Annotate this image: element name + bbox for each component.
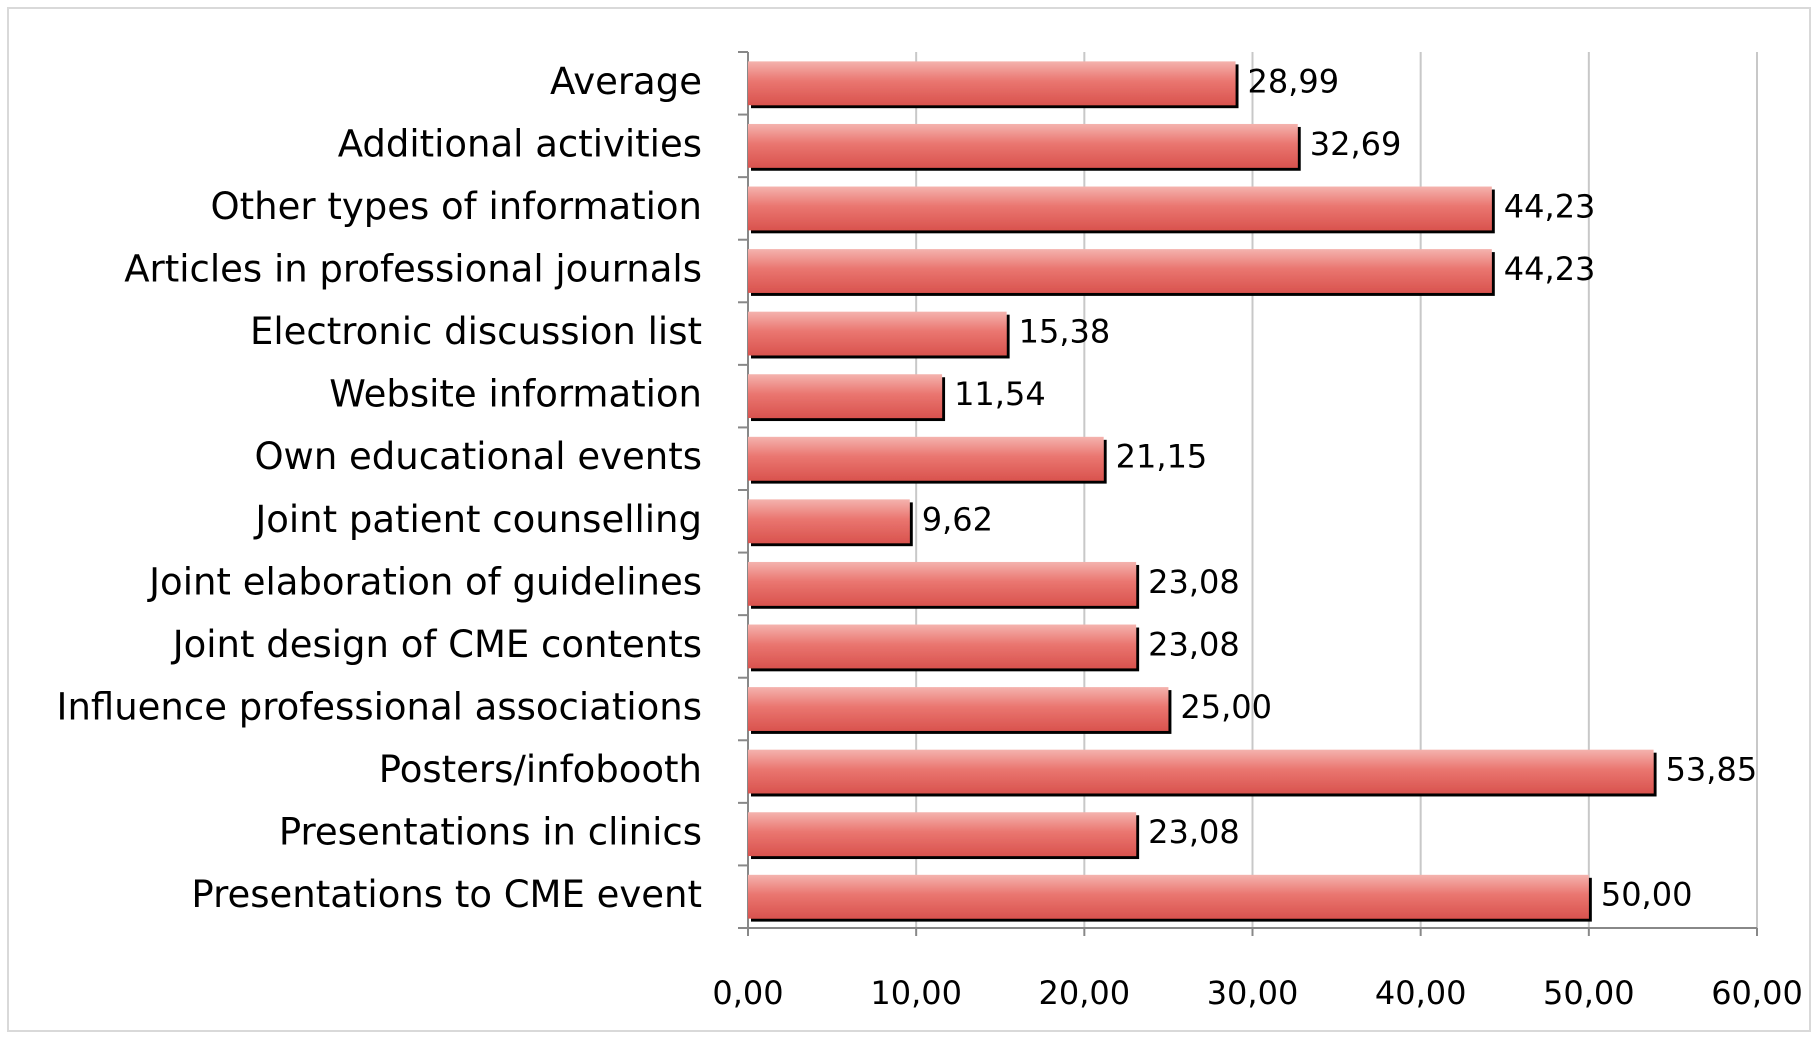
value-label: 44,23: [1504, 250, 1596, 288]
category-label: Own educational events: [254, 435, 702, 478]
category-label: Presentations to CME event: [191, 873, 702, 916]
x-tick-label: 10,00: [870, 974, 962, 1012]
category-label: Additional activities: [338, 122, 702, 165]
category-label: Electronic discussion list: [250, 310, 702, 353]
value-label: 23,08: [1148, 625, 1240, 663]
value-label: 11,54: [954, 375, 1046, 413]
x-tick-label: 60,00: [1711, 974, 1803, 1012]
bar: [748, 812, 1137, 857]
x-tick-label: 30,00: [1207, 974, 1299, 1012]
bar: [748, 311, 1007, 356]
category-label: Website information: [329, 373, 702, 416]
category-label: Joint patient counselling: [253, 498, 702, 541]
category-label: Influence professional associations: [57, 686, 702, 729]
value-label: 25,00: [1180, 688, 1272, 726]
chart-border: [7, 7, 1811, 1032]
x-tick-label: 20,00: [1039, 974, 1131, 1012]
category-label: Presentations in clinics: [279, 811, 702, 854]
value-label: 32,69: [1310, 125, 1402, 163]
value-label: 50,00: [1601, 876, 1693, 914]
bar: [748, 624, 1137, 669]
value-label: 44,23: [1504, 187, 1596, 225]
value-label: 23,08: [1148, 813, 1240, 851]
value-label: 9,62: [922, 500, 993, 538]
bar: [748, 123, 1298, 168]
x-tick-label: 40,00: [1375, 974, 1467, 1012]
value-label: 53,85: [1666, 751, 1758, 789]
bar: [748, 249, 1492, 293]
bar: [748, 186, 1492, 231]
category-label: Average: [550, 60, 702, 103]
value-label: 23,08: [1148, 563, 1240, 601]
bar: [748, 61, 1236, 106]
bar: [748, 436, 1104, 481]
x-tick-label: 50,00: [1543, 974, 1635, 1012]
category-label: Joint design of CME contents: [171, 623, 702, 666]
bar: [748, 749, 1654, 794]
category-label: Joint elaboration of guidelines: [147, 560, 702, 603]
value-label: 28,99: [1248, 62, 1340, 100]
category-label: Posters/infobooth: [379, 748, 702, 791]
value-label: 15,38: [1019, 313, 1111, 351]
category-label: Other types of information: [211, 185, 702, 228]
value-label: 21,15: [1116, 438, 1208, 476]
bar: [748, 687, 1169, 731]
x-tick-label: 0,00: [712, 974, 783, 1012]
category-label: Articles in professional journals: [124, 248, 702, 291]
bar: [748, 374, 943, 419]
bar: [748, 561, 1137, 606]
bar: [748, 499, 910, 544]
bar: [748, 874, 1589, 919]
